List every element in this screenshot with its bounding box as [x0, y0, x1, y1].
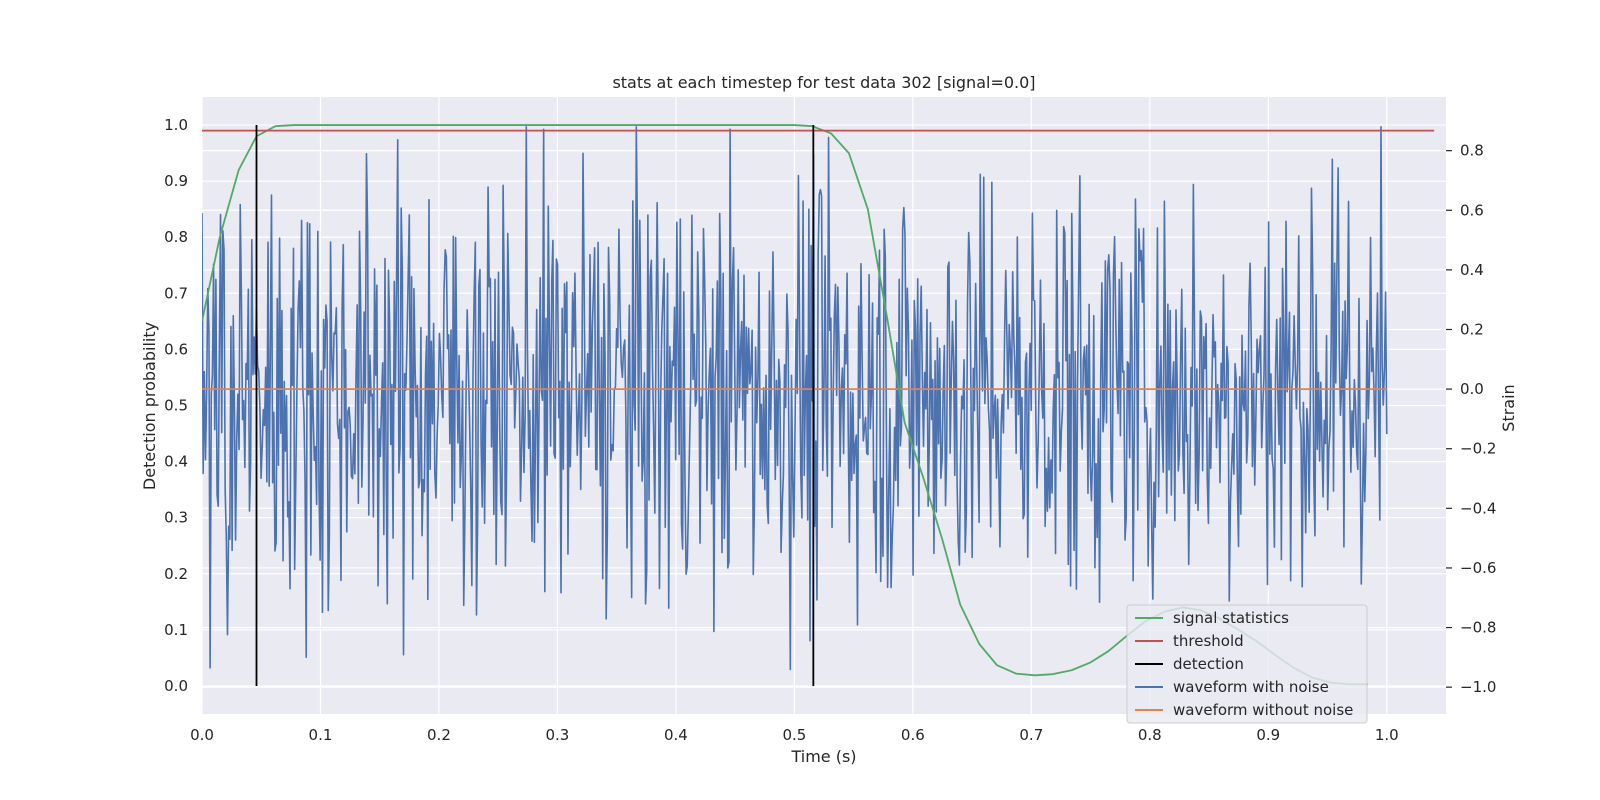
y-left-tick-label: 0.9	[164, 172, 188, 190]
y-left-tick-label: 0.2	[164, 565, 188, 583]
x-axis-label: Time (s)	[790, 747, 856, 766]
y-right-axis-label: Strain	[1499, 384, 1518, 431]
y-right-tick-label: 0.6	[1460, 201, 1484, 219]
x-tick-label: 0.7	[1019, 726, 1043, 744]
y-left-tick-label: 0.8	[164, 228, 188, 246]
y-right-tick-label: 0.4	[1460, 261, 1484, 279]
y-left-tick-label: 0.7	[164, 284, 188, 302]
x-tick-label: 0.9	[1256, 726, 1280, 744]
y-right-axis-ticks: −1.0 −0.8 −0.6 −0.4 −0.2 0.0 0.2 0.4 0.6 0.8	[1446, 142, 1496, 696]
legend-label-waveform-without-noise: waveform without noise	[1173, 701, 1353, 719]
y-left-tick-label: 0.1	[164, 621, 188, 639]
y-right-tick-label: 0.2	[1460, 320, 1484, 338]
x-tick-label: 0.5	[782, 726, 806, 744]
y-left-tick-label: 0.5	[164, 397, 188, 415]
y-left-tick-label: 0.0	[164, 677, 188, 695]
chart-title: stats at each timestep for test data 302…	[612, 73, 1035, 92]
legend-label-threshold: threshold	[1173, 632, 1244, 650]
x-axis-ticks: 0.0 0.1 0.2 0.3 0.4 0.5 0.6 0.7 0.8 0.9 1.0	[190, 726, 1399, 744]
y-left-tick-label: 0.6	[164, 340, 188, 358]
x-tick-label: 0.3	[545, 726, 569, 744]
x-tick-label: 0.0	[190, 726, 214, 744]
x-tick-label: 0.8	[1138, 726, 1162, 744]
legend-label-signal-statistics: signal statistics	[1173, 609, 1289, 627]
legend-box	[1126, 604, 1368, 724]
y-left-tick-label: 0.4	[164, 453, 188, 471]
y-right-tick-label: −0.2	[1460, 440, 1496, 458]
x-tick-label: 0.6	[901, 726, 925, 744]
x-tick-label: 0.1	[309, 726, 333, 744]
y-right-tick-label: −0.8	[1460, 619, 1496, 637]
y-left-tick-label: 1.0	[164, 116, 188, 134]
y-left-axis-label: Detection probability	[140, 322, 159, 490]
x-tick-label: 0.4	[664, 726, 688, 744]
y-right-tick-label: −1.0	[1460, 678, 1496, 696]
series-waveform-with-noise	[202, 126, 1388, 671]
legend: signal statistics threshold detection wa…	[1126, 604, 1368, 724]
y-left-axis-ticks: 0.0 0.1 0.2 0.3 0.4 0.5 0.6 0.7 0.8 0.9 1.0	[164, 116, 188, 695]
y-left-tick-label: 0.3	[164, 509, 188, 527]
legend-label-detection: detection	[1173, 655, 1244, 673]
y-right-tick-label: −0.6	[1460, 559, 1496, 577]
y-right-tick-label: −0.4	[1460, 499, 1496, 517]
x-tick-label: 1.0	[1375, 726, 1399, 744]
y-right-tick-label: 0.0	[1460, 380, 1484, 398]
y-right-tick-label: 0.8	[1460, 142, 1484, 160]
x-tick-label: 0.2	[427, 726, 451, 744]
legend-label-waveform-with-noise: waveform with noise	[1173, 678, 1329, 696]
